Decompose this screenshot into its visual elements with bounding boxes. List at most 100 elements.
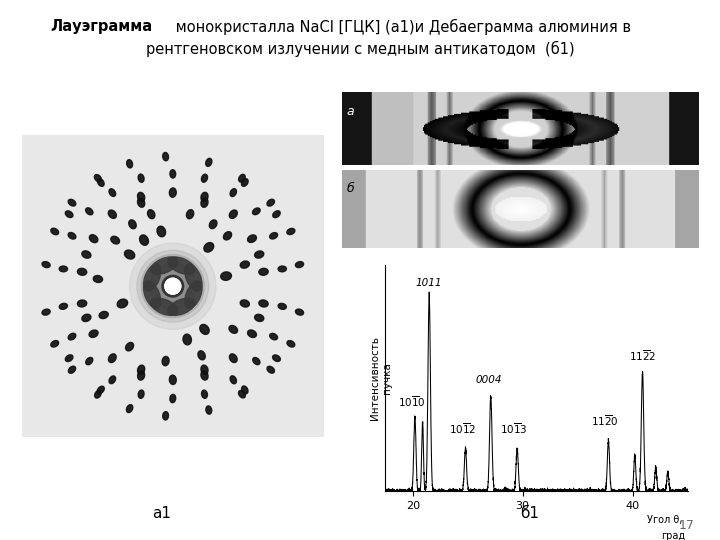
- Ellipse shape: [89, 330, 98, 338]
- Ellipse shape: [117, 299, 127, 308]
- Ellipse shape: [241, 179, 248, 186]
- Text: $10\overline{1}2$: $10\overline{1}2$: [449, 421, 476, 436]
- Ellipse shape: [295, 261, 304, 268]
- Ellipse shape: [150, 257, 178, 274]
- Text: $11\overline{2}2$: $11\overline{2}2$: [629, 348, 656, 363]
- Ellipse shape: [86, 357, 93, 364]
- Ellipse shape: [138, 192, 145, 201]
- Ellipse shape: [66, 211, 73, 218]
- Ellipse shape: [206, 406, 212, 414]
- Ellipse shape: [278, 303, 287, 309]
- Text: рентгеновском излучении с медным антикатодом  (б1): рентгеновском излучении с медным антикат…: [145, 40, 575, 57]
- Text: Угол θ,: Угол θ,: [647, 515, 682, 525]
- Ellipse shape: [140, 235, 148, 245]
- Text: 1011: 1011: [416, 278, 442, 288]
- Ellipse shape: [230, 188, 236, 197]
- Ellipse shape: [201, 365, 208, 374]
- Ellipse shape: [202, 174, 207, 182]
- Text: $10\overline{1}3$: $10\overline{1}3$: [500, 421, 528, 436]
- Ellipse shape: [201, 198, 208, 207]
- Ellipse shape: [51, 341, 58, 347]
- Ellipse shape: [267, 199, 274, 206]
- Text: 17: 17: [679, 519, 695, 532]
- Ellipse shape: [168, 257, 195, 274]
- Circle shape: [165, 278, 181, 294]
- Ellipse shape: [59, 266, 68, 272]
- Ellipse shape: [86, 208, 93, 215]
- Ellipse shape: [223, 232, 232, 240]
- Ellipse shape: [253, 208, 260, 215]
- Ellipse shape: [82, 251, 91, 258]
- Circle shape: [150, 263, 196, 309]
- Ellipse shape: [238, 174, 246, 182]
- Ellipse shape: [109, 354, 116, 362]
- Ellipse shape: [278, 266, 287, 272]
- Ellipse shape: [138, 174, 144, 183]
- Ellipse shape: [108, 210, 117, 218]
- Text: б1: б1: [520, 507, 539, 522]
- Ellipse shape: [97, 386, 104, 394]
- Ellipse shape: [82, 314, 91, 321]
- Ellipse shape: [273, 355, 280, 361]
- Ellipse shape: [51, 228, 58, 235]
- Ellipse shape: [185, 264, 202, 291]
- Ellipse shape: [138, 198, 145, 207]
- Ellipse shape: [230, 376, 236, 384]
- Text: град: град: [661, 531, 685, 540]
- Ellipse shape: [42, 309, 50, 315]
- Ellipse shape: [238, 390, 246, 398]
- Text: б: б: [346, 182, 354, 195]
- Ellipse shape: [255, 314, 264, 321]
- Ellipse shape: [138, 390, 144, 399]
- Ellipse shape: [221, 272, 231, 280]
- Ellipse shape: [270, 233, 277, 239]
- Ellipse shape: [97, 179, 104, 186]
- Ellipse shape: [138, 371, 145, 380]
- Circle shape: [162, 275, 184, 297]
- Ellipse shape: [240, 261, 249, 268]
- Ellipse shape: [248, 235, 256, 242]
- Text: $11\overline{2}0$: $11\overline{2}0$: [591, 414, 619, 428]
- Circle shape: [137, 250, 209, 322]
- Ellipse shape: [185, 281, 202, 308]
- Ellipse shape: [68, 233, 76, 239]
- Ellipse shape: [287, 341, 294, 347]
- Ellipse shape: [253, 357, 260, 364]
- Ellipse shape: [202, 390, 207, 399]
- Ellipse shape: [273, 211, 280, 218]
- Ellipse shape: [200, 325, 209, 334]
- Ellipse shape: [68, 199, 76, 206]
- Ellipse shape: [210, 220, 217, 228]
- Ellipse shape: [240, 300, 249, 307]
- Ellipse shape: [206, 158, 212, 166]
- Ellipse shape: [59, 303, 68, 309]
- Text: а: а: [346, 105, 354, 118]
- Ellipse shape: [143, 281, 161, 308]
- Ellipse shape: [138, 365, 145, 374]
- Ellipse shape: [170, 394, 176, 403]
- Ellipse shape: [259, 268, 268, 275]
- Ellipse shape: [201, 192, 208, 201]
- Ellipse shape: [169, 375, 176, 384]
- Ellipse shape: [68, 366, 76, 373]
- Text: монокристалла NaCl [ГЦК] (а1)и Дебаеграмма алюминия в: монокристалла NaCl [ГЦК] (а1)и Дебаеграм…: [171, 19, 631, 35]
- Ellipse shape: [186, 210, 194, 219]
- Text: а1: а1: [153, 507, 171, 522]
- Ellipse shape: [78, 300, 86, 307]
- Ellipse shape: [163, 152, 168, 161]
- Ellipse shape: [109, 189, 116, 197]
- Ellipse shape: [169, 188, 176, 197]
- Circle shape: [130, 243, 216, 329]
- Ellipse shape: [270, 333, 277, 340]
- Ellipse shape: [94, 390, 102, 398]
- Ellipse shape: [204, 242, 214, 252]
- Ellipse shape: [78, 268, 86, 275]
- Ellipse shape: [157, 226, 166, 237]
- Ellipse shape: [248, 330, 256, 338]
- Circle shape: [145, 259, 200, 314]
- Ellipse shape: [111, 237, 120, 244]
- Ellipse shape: [127, 404, 132, 413]
- Text: Лауэграмма: Лауэграмма: [50, 19, 153, 34]
- Ellipse shape: [150, 298, 178, 315]
- Ellipse shape: [94, 174, 102, 182]
